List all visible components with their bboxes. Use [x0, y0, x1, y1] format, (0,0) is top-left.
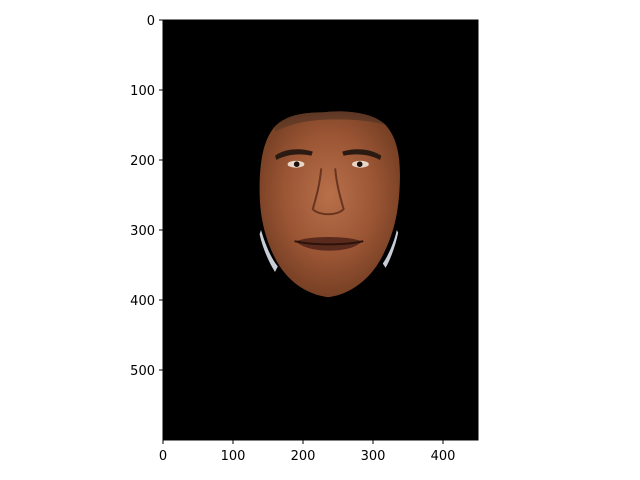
- x-tick-label: 0: [159, 449, 167, 464]
- neck-right-highlight: [382, 230, 399, 268]
- right-pupil: [356, 161, 363, 167]
- face-shape: [259, 111, 400, 298]
- neck-left-highlight: [259, 230, 278, 272]
- hairline: [275, 111, 386, 132]
- nose: [311, 168, 345, 216]
- lip-line: [294, 240, 364, 246]
- y-tick-label: 500: [130, 364, 155, 379]
- y-tick-label: 200: [130, 154, 155, 169]
- left-eyebrow: [275, 149, 313, 160]
- x-tick-label: 400: [431, 449, 456, 464]
- x-axis-ticks: 0 100 200 300 400: [159, 440, 456, 464]
- y-tick-label: 300: [130, 224, 155, 239]
- image-axes: [162, 19, 479, 441]
- right-eyebrow: [342, 149, 382, 160]
- left-pupil: [293, 161, 300, 167]
- x-tick-label: 300: [361, 449, 386, 464]
- y-tick-label: 0: [147, 14, 155, 29]
- x-tick-label: 100: [221, 449, 246, 464]
- x-tick-label: 200: [291, 449, 316, 464]
- y-tick-label: 400: [130, 294, 155, 309]
- y-tick-label: 100: [130, 84, 155, 99]
- face-image: [259, 111, 400, 298]
- y-axis-ticks: 0 100 200 300 400 500: [130, 14, 163, 379]
